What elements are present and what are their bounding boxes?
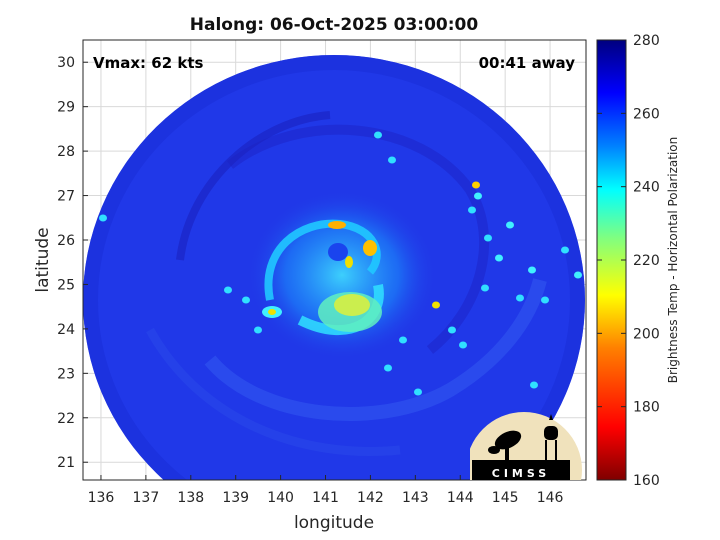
colorbar-tick-label: 240 (633, 180, 660, 196)
colorbar-tick-label: 260 (633, 106, 660, 122)
convective-cell (242, 296, 250, 304)
y-tick-label: 30 (57, 55, 75, 71)
convective-cell (541, 296, 549, 304)
y-tick-label: 26 (57, 233, 75, 249)
convective-cell (99, 214, 107, 222)
convective-cell (459, 341, 467, 349)
convective-cell (388, 156, 396, 164)
convective-cell (516, 294, 524, 302)
colorbar-tick-label: 200 (633, 326, 660, 342)
time-offset-label: 00:41 away (479, 54, 576, 72)
convective-cell (224, 286, 232, 294)
colorbar-tick-label: 160 (633, 473, 660, 489)
x-tick-label: 137 (133, 490, 160, 506)
convective-cell (484, 234, 492, 242)
y-tick-label: 28 (57, 144, 75, 160)
convective-cell (574, 271, 582, 279)
convective-core-cold (334, 294, 370, 316)
convective-cell (384, 364, 392, 372)
western-convection-core (268, 309, 276, 315)
plot-title: Halong: 06-Oct-2025 03:00:00 (190, 15, 479, 35)
x-tick-label: 145 (492, 490, 519, 506)
colorbar-label: Brightness Temp - Horizontal Polarizatio… (666, 137, 680, 384)
logo-text: CIMSS (492, 467, 550, 480)
convective-cell (528, 266, 536, 274)
y-tick-label: 29 (57, 100, 75, 116)
colorbar-tick-label: 180 (633, 400, 660, 416)
southern-band (204, 278, 547, 421)
x-tick-label: 146 (537, 490, 564, 506)
outer-rainband (226, 124, 489, 354)
outer-rainband-2 (176, 111, 331, 261)
eyewall-east (363, 240, 377, 256)
x-tick-label: 142 (357, 490, 384, 506)
convective-cell (414, 388, 422, 396)
y-tick-label: 22 (57, 411, 75, 427)
y-axis-label: latitude (33, 227, 53, 292)
convective-cell (474, 192, 482, 200)
x-tick-label: 140 (267, 490, 294, 506)
x-axis-ticks: 136 137 138 139 140 141 142 143 144 145 146 (88, 475, 564, 506)
satellite-dish-icon (488, 430, 522, 462)
convective-cell (448, 326, 456, 334)
y-tick-label: 25 (57, 277, 75, 293)
southern-band-2 (146, 327, 401, 456)
colorbar-ticks: 280 260 240 220 200 180 160 (597, 33, 660, 489)
vmax-label: Vmax: 62 kts (93, 54, 203, 72)
x-tick-label: 141 (312, 490, 339, 506)
y-tick-label: 27 (57, 189, 75, 205)
eyewall-north (328, 221, 346, 229)
y-tick-label: 24 (57, 322, 75, 338)
x-tick-label: 136 (88, 490, 115, 506)
convective-cell (472, 181, 480, 189)
x-axis-label: longitude (294, 513, 374, 533)
storm-eye (328, 243, 348, 261)
cimss-logo: CIMSS (470, 412, 582, 480)
eyewall-east-2 (345, 256, 353, 268)
y-axis-ticks: 21 22 23 24 25 26 27 28 29 30 (57, 55, 88, 471)
colorbar-tick-label: 280 (633, 33, 660, 49)
convective-cell (374, 131, 382, 139)
x-tick-label: 139 (222, 490, 249, 506)
map-axes: 136 137 138 139 140 141 142 143 144 145 146 21 22 23… (57, 39, 587, 506)
y-tick-label: 21 (57, 455, 75, 471)
x-tick-label: 143 (402, 490, 429, 506)
convective-cell (561, 246, 569, 254)
convective-cell (468, 206, 476, 214)
x-tick-label: 138 (177, 490, 204, 506)
microwave-swath (83, 55, 585, 480)
convective-cell (399, 336, 407, 344)
convective-cell (432, 301, 440, 309)
convective-cell (481, 284, 489, 292)
y-tick-label: 23 (57, 366, 75, 382)
x-tick-label: 144 (447, 490, 474, 506)
water-tower-icon (544, 414, 558, 464)
convective-cell (495, 254, 503, 262)
axes-frame (82, 39, 587, 481)
convective-cell (530, 381, 538, 389)
colorbar: 280 260 240 220 200 180 160 Brightness Temp - … (596, 33, 680, 489)
convective-cell (506, 221, 514, 229)
colorbar-tick-label: 220 (633, 253, 660, 269)
logo-building (472, 460, 570, 480)
convective-cell (254, 326, 262, 334)
